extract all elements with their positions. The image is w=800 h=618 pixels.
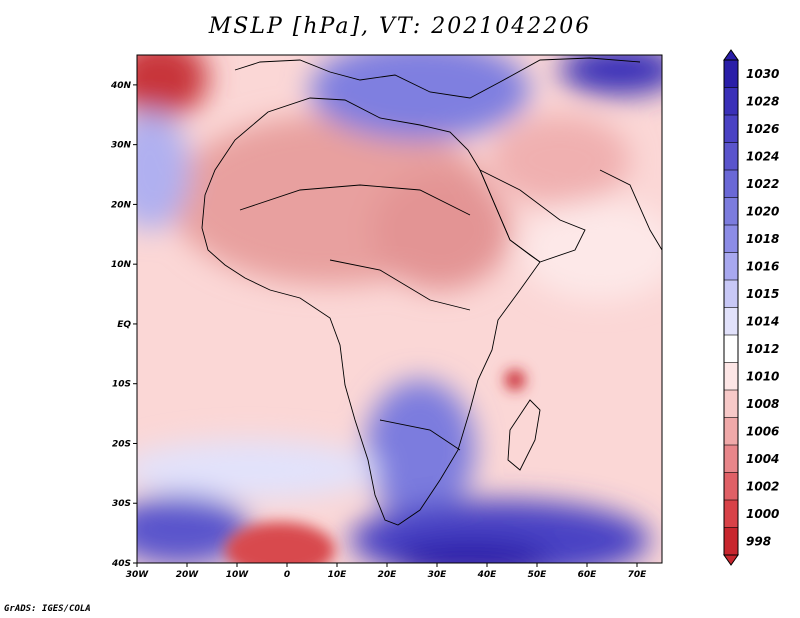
colorbar-swatch bbox=[724, 445, 738, 473]
colorbar-swatch bbox=[724, 362, 738, 391]
x-tick-label: 30E bbox=[428, 570, 448, 580]
sahel-border bbox=[239, 184, 471, 216]
south-indian-high-core bbox=[390, 540, 550, 563]
colorbar-min-arrow bbox=[723, 554, 739, 566]
y-tick-label: 20N bbox=[111, 200, 132, 210]
northeast-high bbox=[560, 55, 662, 95]
south-atlantic-low bbox=[225, 522, 335, 563]
x-tick-label: 70E bbox=[628, 570, 648, 580]
colorbar-label: 1008 bbox=[746, 397, 779, 411]
northwest-low bbox=[137, 55, 208, 118]
y-tick-label: 30S bbox=[112, 499, 131, 509]
latitude-axis: 40N 30N 20N 10N EQ 10S 20S 30S 40S bbox=[110, 81, 137, 569]
arabia-low bbox=[490, 115, 630, 205]
colorbar-label: 1022 bbox=[746, 177, 779, 191]
credit-text: GrADS: IGES/COLA bbox=[4, 604, 91, 614]
colorbar-label: 1015 bbox=[746, 287, 779, 301]
x-tick-label: 30W bbox=[126, 570, 150, 580]
colorbar-swatch bbox=[724, 60, 738, 88]
colorbar-label: 1016 bbox=[746, 259, 779, 273]
colorbar-label: 1006 bbox=[746, 424, 779, 438]
colorbar-swatch bbox=[724, 280, 738, 308]
colorbar-label: 1024 bbox=[746, 149, 779, 163]
y-tick-label: 30N bbox=[111, 141, 132, 151]
colorbar-label: 1018 bbox=[746, 232, 779, 246]
mascarene-low bbox=[505, 370, 525, 390]
colorbar: 1030 1028 1026 1024 1022 1020 1018 1016 1015 1014… bbox=[723, 49, 779, 566]
x-tick-label: 40E bbox=[477, 570, 498, 580]
colorbar-label: 1020 bbox=[746, 204, 779, 218]
y-tick-label: 20S bbox=[112, 439, 131, 449]
colorbar-swatch bbox=[724, 307, 738, 336]
x-tick-label: 60E bbox=[578, 570, 598, 580]
colorbar-label: 1030 bbox=[746, 67, 779, 81]
colorbar-swatch bbox=[724, 197, 738, 226]
y-tick-label: EQ bbox=[117, 320, 131, 330]
south-atlantic-high bbox=[137, 440, 380, 500]
x-tick-label: 50E bbox=[528, 570, 548, 580]
colorbar-label: 1000 bbox=[746, 507, 779, 521]
colorbar-swatch bbox=[724, 472, 738, 501]
colorbar-label: 1026 bbox=[746, 122, 779, 136]
colorbar-swatch bbox=[724, 335, 738, 363]
x-tick-label: 20E bbox=[378, 570, 398, 580]
madagascar-coastline bbox=[507, 399, 541, 471]
colorbar-label: 1014 bbox=[746, 314, 779, 328]
x-tick-label: 0 bbox=[284, 570, 290, 580]
pressure-field bbox=[137, 55, 662, 563]
india-coastline bbox=[599, 169, 662, 251]
plot-frame bbox=[136, 54, 663, 564]
colorbar-label: 1010 bbox=[746, 369, 779, 383]
mediterranean-high bbox=[310, 55, 530, 140]
europe-coastline bbox=[234, 57, 641, 99]
map-title: MSLP [hPa], VT: 2021042206 bbox=[208, 14, 592, 39]
colorbar-swatch bbox=[724, 87, 738, 116]
south-indian-high bbox=[350, 500, 650, 563]
indian-ocean-band bbox=[520, 200, 662, 300]
x-tick-label: 20W bbox=[176, 570, 200, 580]
sudan-low-region bbox=[370, 170, 510, 290]
arabia-coastline bbox=[479, 169, 586, 263]
colorbar-label: 1028 bbox=[746, 94, 779, 108]
africa-coastline bbox=[201, 97, 541, 526]
colorbar-swatch bbox=[724, 527, 738, 556]
colorbar-swatch bbox=[724, 142, 738, 171]
colorbar-label: 998 bbox=[746, 534, 771, 548]
colorbar-swatch bbox=[724, 390, 738, 418]
y-tick-label: 40S bbox=[111, 559, 131, 569]
south-atlantic-deep-high bbox=[137, 495, 250, 563]
colorbar-swatch bbox=[724, 252, 738, 281]
colorbar-swatch bbox=[724, 170, 738, 198]
colorbar-swatch bbox=[724, 500, 738, 528]
central-border bbox=[329, 259, 471, 311]
y-tick-label: 40N bbox=[110, 81, 132, 91]
colorbar-swatch bbox=[724, 417, 738, 446]
colorbar-label: 1002 bbox=[746, 479, 779, 493]
colorbar-label: 1004 bbox=[746, 452, 779, 466]
y-tick-label: 10N bbox=[111, 260, 132, 270]
x-tick-label: 10E bbox=[328, 570, 348, 580]
southern-border bbox=[379, 419, 461, 451]
colorbar-swatch bbox=[724, 225, 738, 253]
colorbar-label: 1012 bbox=[746, 342, 779, 356]
coastlines bbox=[201, 57, 662, 526]
southern-africa-high bbox=[365, 380, 475, 520]
atlantic-high-north bbox=[137, 110, 190, 230]
x-tick-label: 10W bbox=[226, 570, 250, 580]
colorbar-swatch bbox=[724, 115, 738, 143]
longitude-axis: 30W 20W 10W 0 10E 20E 30E 40E 50E 60E 70E bbox=[126, 563, 647, 580]
colorbar-max-arrow bbox=[723, 49, 739, 61]
y-tick-label: 10S bbox=[112, 380, 131, 390]
